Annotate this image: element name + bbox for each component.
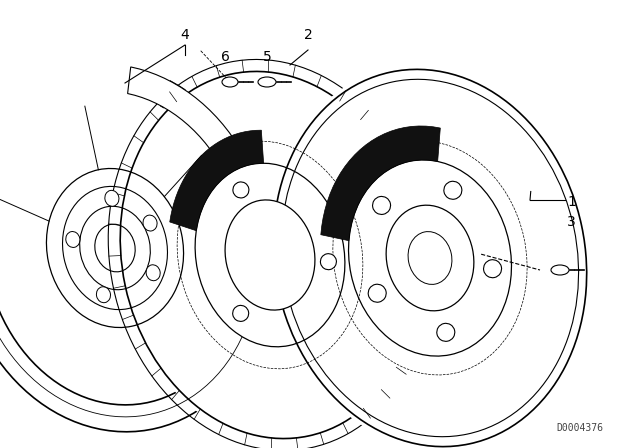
Ellipse shape <box>368 284 386 302</box>
Text: 6: 6 <box>221 50 229 64</box>
Ellipse shape <box>444 181 462 199</box>
Ellipse shape <box>233 182 249 198</box>
Ellipse shape <box>146 265 160 281</box>
Polygon shape <box>127 67 258 194</box>
Text: 4: 4 <box>180 28 189 42</box>
Ellipse shape <box>269 65 591 448</box>
Ellipse shape <box>258 77 276 87</box>
Ellipse shape <box>349 160 511 356</box>
Text: 1: 1 <box>567 195 576 209</box>
Ellipse shape <box>195 163 345 347</box>
Ellipse shape <box>105 190 119 206</box>
Ellipse shape <box>116 68 424 443</box>
Polygon shape <box>0 81 271 432</box>
Ellipse shape <box>222 77 238 87</box>
Ellipse shape <box>384 203 476 313</box>
Ellipse shape <box>233 306 249 321</box>
Ellipse shape <box>437 323 455 341</box>
Ellipse shape <box>321 254 337 270</box>
Polygon shape <box>170 130 264 231</box>
Text: 5: 5 <box>262 50 271 64</box>
Ellipse shape <box>66 232 80 247</box>
Ellipse shape <box>372 196 390 215</box>
Ellipse shape <box>551 265 569 275</box>
Text: D0004376: D0004376 <box>557 423 604 433</box>
Polygon shape <box>321 126 440 241</box>
Ellipse shape <box>484 260 502 278</box>
Ellipse shape <box>225 200 315 310</box>
Text: 2: 2 <box>303 28 312 42</box>
Ellipse shape <box>143 215 157 231</box>
Ellipse shape <box>97 287 111 303</box>
Text: 3: 3 <box>567 215 576 229</box>
